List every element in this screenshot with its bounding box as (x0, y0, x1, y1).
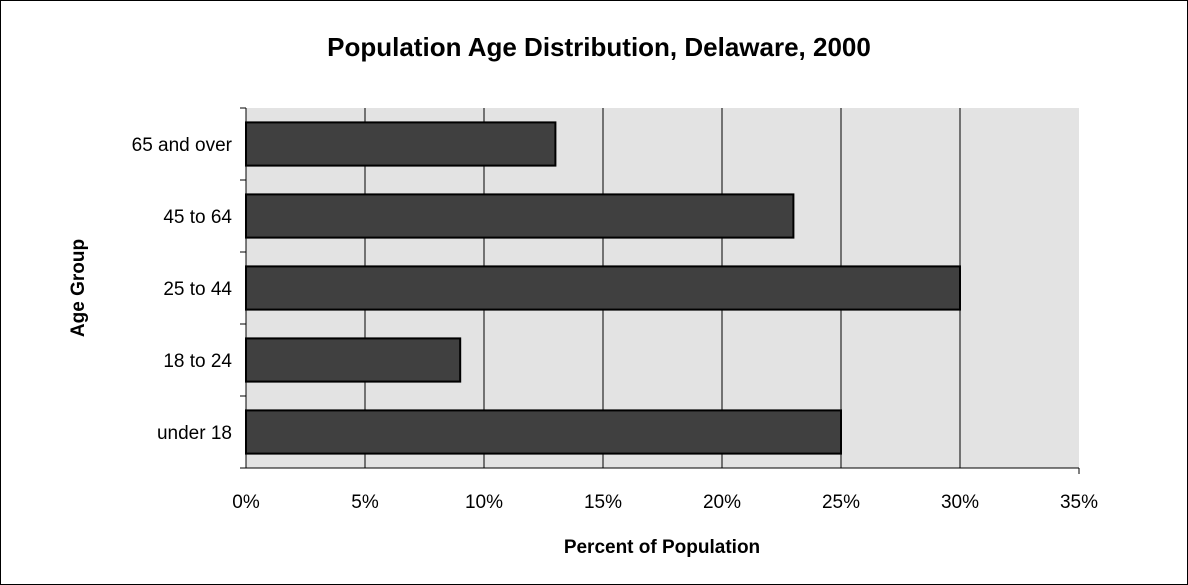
bar (245, 337, 462, 383)
y-tick-label: 18 to 24 (163, 351, 232, 372)
y-tick-label: 45 to 64 (163, 207, 232, 228)
axes (245, 108, 1079, 469)
x-tick-label: 25% (822, 492, 860, 513)
x-tick-label: 0% (232, 492, 260, 513)
y-tick-label: 25 to 44 (163, 279, 232, 300)
bar (245, 409, 842, 455)
y-axis-title: Age Group (68, 239, 89, 337)
x-tick-label: 5% (351, 492, 379, 513)
y-tick-label: 65 and over (132, 135, 233, 156)
chart-title: Population Age Distribution, Delaware, 2… (327, 32, 871, 62)
x-tick-label: 30% (941, 492, 979, 513)
y-tick-label: under 18 (157, 423, 232, 444)
x-tick-label: 20% (703, 492, 741, 513)
bar (245, 121, 557, 167)
bar (245, 193, 795, 239)
y-axis-ticks: under 18 18 to 24 25 to 44 45 to 64 65 and o… (132, 107, 246, 469)
bar (245, 265, 961, 311)
x-axis-title: Percent of Population (564, 537, 760, 558)
x-tick-label: 10% (465, 492, 503, 513)
x-tick-label: 15% (584, 492, 622, 513)
x-axis-ticks: 0% 5% 10% 15% 20% 25% 30% 35% (232, 468, 1098, 513)
x-tick-label: 35% (1060, 492, 1098, 513)
bars (245, 121, 961, 455)
